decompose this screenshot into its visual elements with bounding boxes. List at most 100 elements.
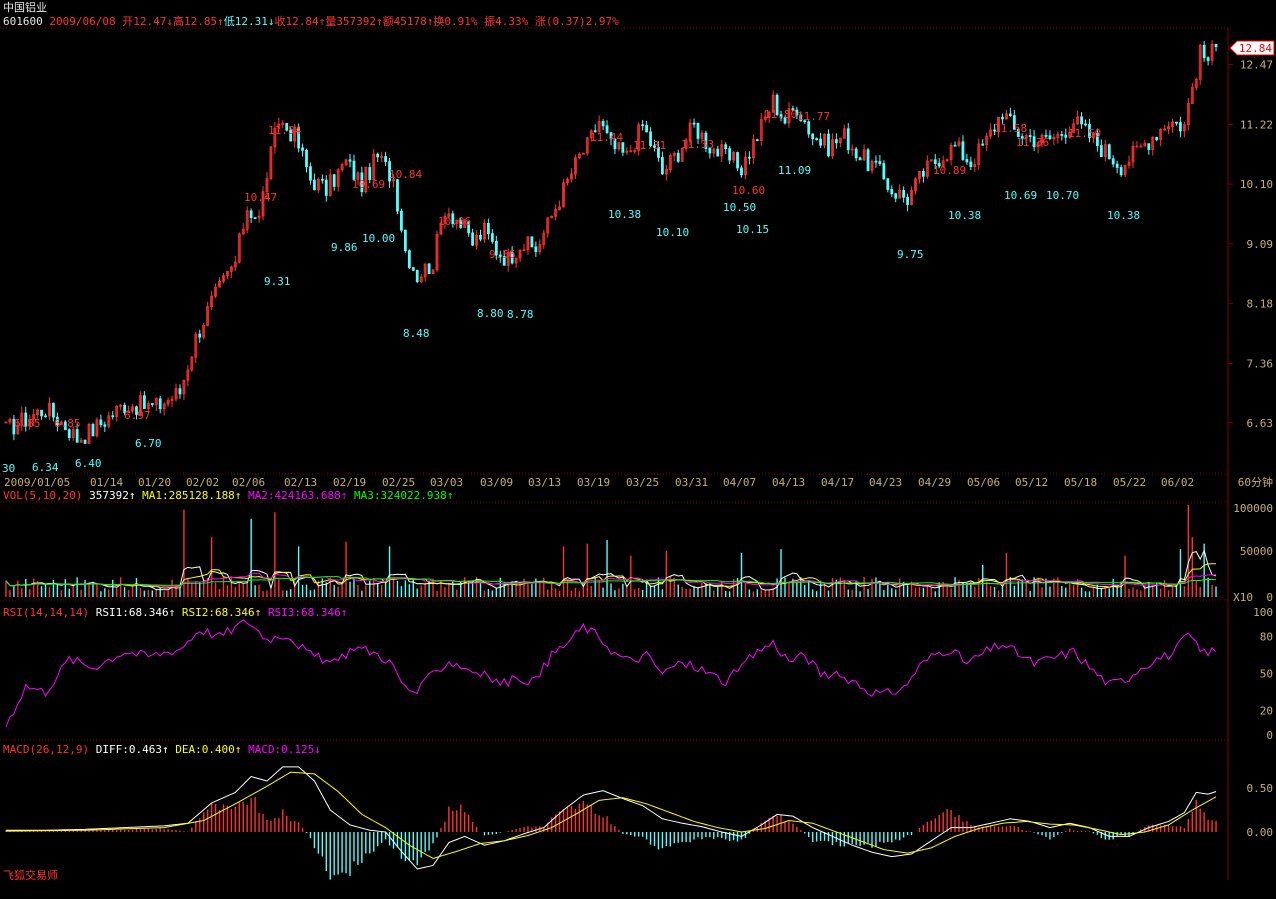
candle-body — [91, 423, 95, 437]
current-price-tag-label: 12.84 — [1239, 42, 1272, 55]
candle-body — [973, 164, 977, 168]
candle-body — [617, 142, 621, 150]
candle-body — [463, 221, 467, 228]
candle-body — [672, 152, 676, 156]
high-price-label: 11.80 — [764, 108, 797, 121]
candle-body — [668, 155, 672, 170]
candle-body — [249, 210, 253, 218]
low-price-label: 10.50 — [723, 201, 756, 214]
candle-body — [261, 191, 265, 217]
x-axis-label: 02/06 — [232, 476, 265, 489]
candle-body — [937, 163, 941, 167]
candle-body — [688, 122, 692, 141]
low-price-label: 30 — [2, 462, 15, 475]
grid-lines — [0, 27, 1229, 880]
candle-body — [388, 161, 391, 182]
candle-body — [708, 148, 712, 154]
candle-body — [475, 234, 478, 246]
low-price-label: 8.78 — [507, 308, 534, 321]
candle-body — [269, 146, 273, 179]
low-price-label: 10.15 — [736, 223, 769, 236]
high-price-label: 11.44 — [590, 131, 623, 144]
candle-body — [625, 150, 629, 153]
candle-body — [360, 172, 364, 193]
candle-body — [554, 209, 558, 217]
dea-value: DEA:0.400↑ — [175, 743, 242, 756]
candle-body — [1107, 144, 1111, 160]
high-price-label: 6.97 — [124, 409, 151, 422]
candle-body — [95, 419, 99, 437]
candle-body — [550, 215, 554, 219]
vol-ma3: MA3:324022.938↑ — [354, 489, 454, 502]
candle-body — [320, 178, 324, 181]
candle-body — [107, 415, 111, 427]
candle-body — [20, 412, 24, 426]
candle-body — [1044, 134, 1048, 137]
candle-body — [40, 409, 43, 417]
candle-body — [376, 153, 380, 158]
x-axis-label: 03/25 — [626, 476, 659, 489]
candle-body — [1182, 124, 1186, 132]
candle-body — [684, 139, 688, 149]
candle-body — [1210, 43, 1214, 61]
candle-body — [115, 405, 119, 417]
candle-body — [870, 160, 874, 171]
macd-name: MACD(26,12,9) — [3, 743, 90, 756]
candle-body — [953, 144, 957, 147]
candle-body — [890, 189, 894, 195]
macd-tick-label: 0.00 — [1247, 826, 1274, 839]
stock-name: 中国铝业 — [3, 1, 47, 14]
candle-body — [585, 137, 589, 154]
candle-body — [237, 233, 241, 263]
candle-body — [309, 166, 312, 181]
candle-body — [502, 256, 506, 266]
candle-body — [174, 388, 178, 400]
candle-body — [993, 129, 996, 132]
candle-body — [119, 404, 123, 407]
candle-body — [1139, 145, 1143, 148]
candle-body — [332, 174, 336, 187]
candle-body — [542, 232, 546, 245]
candle-body — [858, 157, 862, 161]
candle-body — [902, 189, 906, 198]
candle-body — [645, 124, 648, 133]
candle-body — [127, 410, 130, 413]
candle-body — [289, 129, 293, 142]
rsi-tick-label: 100 — [1253, 606, 1273, 619]
macd-lines: 0.50 0.00 — [5, 766, 1274, 880]
candle-body — [945, 159, 949, 162]
candle-body — [862, 149, 866, 161]
candle-body — [63, 421, 67, 431]
candle-body — [977, 143, 981, 165]
candle-body — [166, 399, 170, 405]
candle-body — [1103, 144, 1107, 158]
price-tick-label: 10.10 — [1240, 178, 1273, 191]
candle-body — [178, 388, 182, 395]
period-label: 60分钟 — [1238, 475, 1273, 489]
candle-body — [724, 144, 728, 149]
candle-body — [471, 232, 474, 246]
macd-header: MACD(26,12,9) DIFF:0.463↑ DEA:0.400↑ MAC… — [3, 743, 321, 756]
candle-body — [396, 179, 399, 212]
candle-body — [352, 160, 356, 180]
candle-body — [83, 439, 87, 444]
candle-body — [490, 233, 494, 242]
price-tick-label: 9.09 — [1247, 238, 1274, 251]
high-price-label: 9.56 — [489, 248, 516, 261]
low-price-label: 10.10 — [656, 226, 689, 239]
candle-body — [633, 149, 637, 152]
rsi-name: RSI(14,14,14) — [3, 606, 90, 619]
quote-amplitude: 振4.33% — [484, 15, 529, 28]
low-price-label: 6.34 — [32, 461, 59, 474]
candle-body — [933, 159, 937, 164]
candle-body — [32, 414, 36, 420]
candle-body — [348, 159, 352, 162]
macd-tick-label: 0.50 — [1247, 782, 1274, 795]
candle-body — [146, 403, 150, 409]
price-tick-label: 6.63 — [1247, 417, 1274, 430]
candle-body — [170, 398, 174, 401]
low-price-label: 8.48 — [403, 327, 430, 340]
candle-body — [281, 123, 285, 125]
candle-body — [593, 130, 597, 133]
